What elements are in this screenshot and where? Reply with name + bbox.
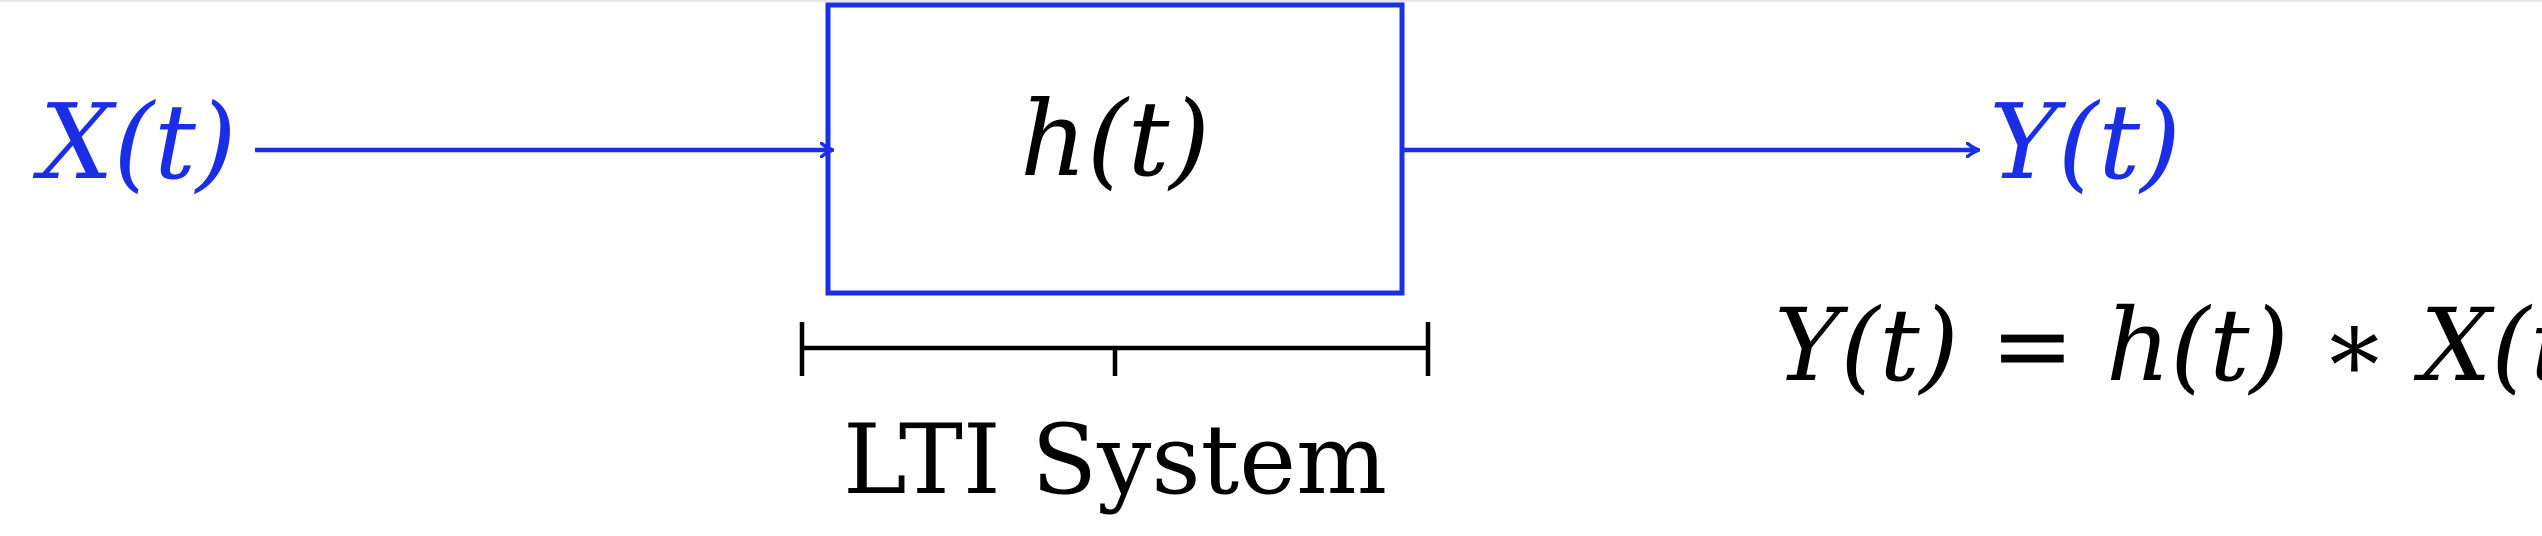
system-impulse-response-label: h(t)	[1020, 78, 1210, 200]
lti-system-label: LTI System	[843, 404, 1387, 516]
system-brace	[799, 322, 1431, 376]
output-signal-label: Y(t)	[1989, 81, 2181, 203]
top-border-line	[0, 0, 2542, 2]
convolution-equation: Y(t) = h(t) ∗ X(t)	[1774, 287, 2542, 404]
input-signal-label: X(t)	[33, 81, 237, 203]
